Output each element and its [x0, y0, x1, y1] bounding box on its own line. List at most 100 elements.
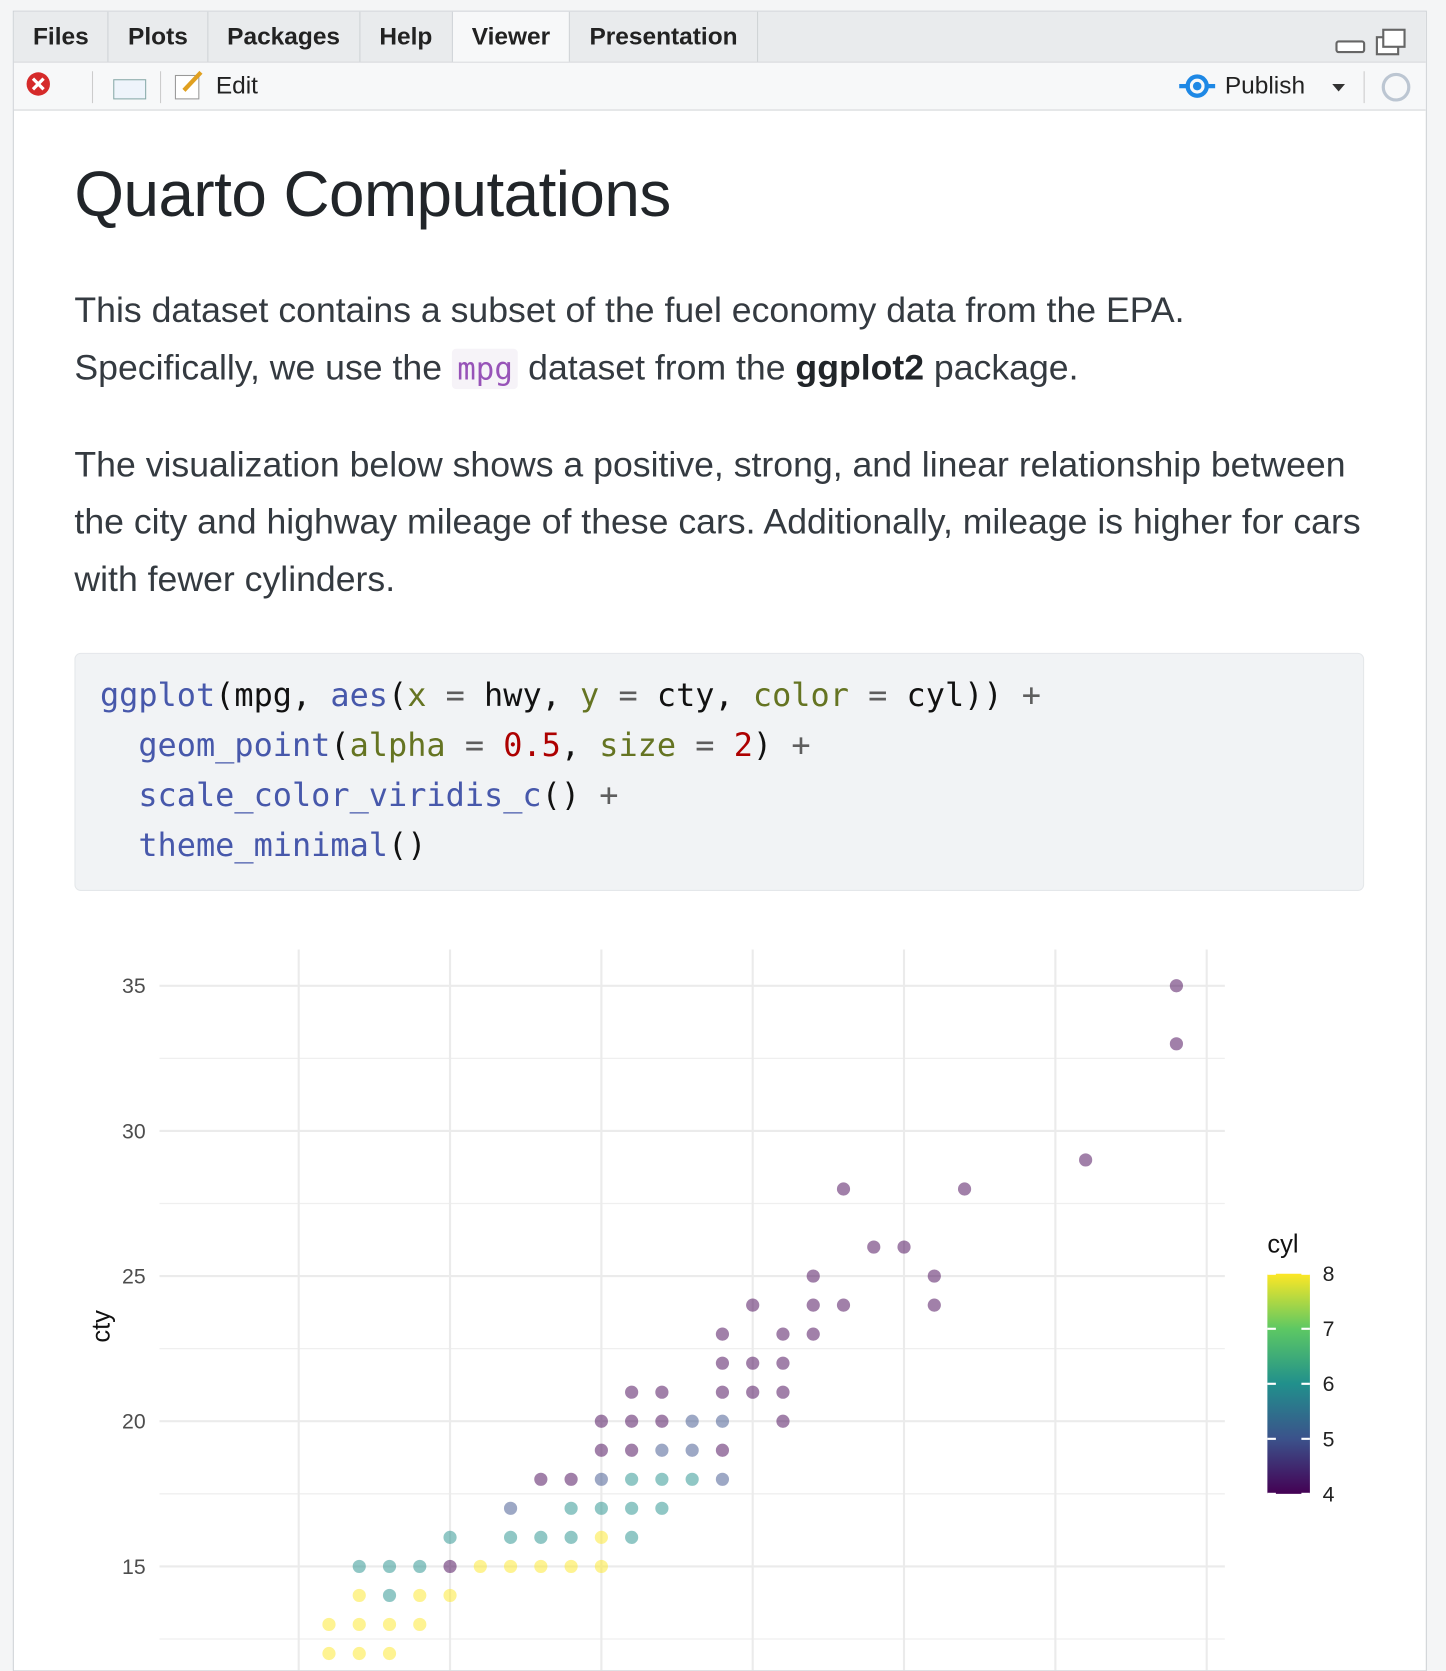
code-token: ) [752, 727, 792, 765]
code-token: size [599, 727, 677, 765]
y-tick-label: 35 [122, 974, 146, 998]
code-token: color [752, 677, 849, 715]
point [382, 1646, 397, 1661]
point [685, 1472, 699, 1486]
point [625, 1501, 639, 1515]
point [564, 1472, 578, 1486]
code-token: = [848, 677, 907, 715]
edit-icon[interactable] [173, 69, 207, 103]
point [625, 1443, 639, 1457]
point [655, 1443, 669, 1457]
tab[interactable]: Viewer [452, 11, 571, 62]
colorbar-label: 5 [1323, 1427, 1335, 1451]
point [352, 1588, 366, 1603]
point [776, 1414, 790, 1428]
code-token: ( [388, 677, 408, 715]
y-tick-label: 15 [122, 1555, 146, 1579]
point [746, 1356, 760, 1370]
code-token [100, 827, 138, 864]
point [594, 1443, 608, 1457]
tab-bar: Files Plots Packages Help Viewer Presentation [13, 11, 1426, 63]
point [534, 1559, 548, 1573]
point [443, 1559, 457, 1573]
code-token: scale_color_viridis_c [138, 777, 542, 815]
legend-title: cyl [1267, 1230, 1298, 1258]
point [685, 1443, 699, 1457]
point [806, 1269, 820, 1283]
code-token: 2 [733, 727, 753, 765]
toolbar: Edit Publish [13, 62, 1426, 111]
point [715, 1414, 730, 1428]
code-line: geom_point(alpha = 0.5, size = 2) + [100, 721, 1339, 771]
chart: 15 20 25 30 35 cty cyl 4 5 6 7 8 [88, 949, 1335, 1671]
toolbar-icons[interactable] [24, 69, 173, 105]
code-token: theme_minimal [138, 827, 389, 865]
point [443, 1588, 457, 1603]
code-token: , [560, 727, 600, 765]
code-token: aes [330, 677, 389, 715]
y-tick-label: 20 [122, 1410, 146, 1434]
code-token: = [426, 677, 485, 715]
point [715, 1385, 730, 1399]
tab[interactable]: Packages [208, 11, 361, 62]
point [382, 1559, 397, 1573]
point [322, 1617, 336, 1632]
point [746, 1385, 760, 1399]
code-token [100, 727, 138, 764]
colorbar-label: 8 [1323, 1262, 1335, 1286]
point [746, 1298, 760, 1312]
point [715, 1327, 730, 1341]
text: This dataset contains a subset of the fu… [74, 291, 1185, 389]
point [927, 1269, 941, 1283]
code-token: alpha [349, 727, 446, 765]
colorbar-label: 7 [1323, 1317, 1335, 1341]
text: package. [924, 348, 1079, 389]
point [564, 1559, 578, 1573]
code-token: x [407, 677, 427, 715]
y-tick-label: 25 [122, 1265, 146, 1289]
point [594, 1559, 608, 1573]
colorbar-label: 4 [1323, 1482, 1335, 1506]
point [625, 1414, 639, 1428]
point [382, 1588, 397, 1603]
point [1169, 1037, 1184, 1051]
point [352, 1617, 366, 1632]
point [836, 1182, 851, 1196]
code-line: scale_color_viridis_c() + [100, 771, 1339, 821]
y-axis-label: cty [88, 1310, 116, 1343]
text: The visualization below shows a positive… [74, 445, 1361, 600]
publish-icon[interactable] [1179, 69, 1216, 103]
tab[interactable]: Presentation [570, 11, 758, 62]
code-token: = [445, 727, 504, 765]
plot: 15 20 25 30 35 cty cyl 4 5 6 7 8 [88, 949, 1335, 1671]
code-line: ggplot(mpg, aes(x = hwy, y = cty, color … [100, 671, 1339, 721]
tab[interactable]: Plots [109, 11, 209, 62]
point [776, 1385, 790, 1399]
point [443, 1530, 457, 1544]
tab[interactable]: Help [360, 11, 453, 62]
edit-button[interactable]: Edit [215, 71, 258, 99]
code-token: (mpg, [215, 677, 331, 715]
point [1079, 1153, 1093, 1167]
text: dataset from the [518, 348, 796, 389]
point [1169, 979, 1184, 993]
point [413, 1559, 427, 1573]
code-line: theme_minimal() [100, 821, 1339, 871]
code-token: = [676, 727, 734, 765]
publish-button[interactable]: Publish [1224, 71, 1306, 99]
code-token: ( [330, 727, 350, 765]
code-token: ggplot [99, 677, 216, 715]
point [564, 1501, 578, 1515]
point [655, 1472, 669, 1486]
point [503, 1530, 518, 1544]
point [322, 1646, 336, 1661]
code-token: + [1021, 677, 1041, 715]
toolbar-right-icons[interactable] [1328, 69, 1424, 105]
pane-controls[interactable] [1334, 27, 1408, 59]
document-title: Quarto Computations [74, 158, 671, 230]
point [867, 1240, 881, 1254]
tab[interactable]: Files [14, 11, 109, 62]
point [685, 1414, 699, 1428]
viewer-pane: Files Plots Packages Help Viewer Presentation… [12, 10, 1427, 1671]
